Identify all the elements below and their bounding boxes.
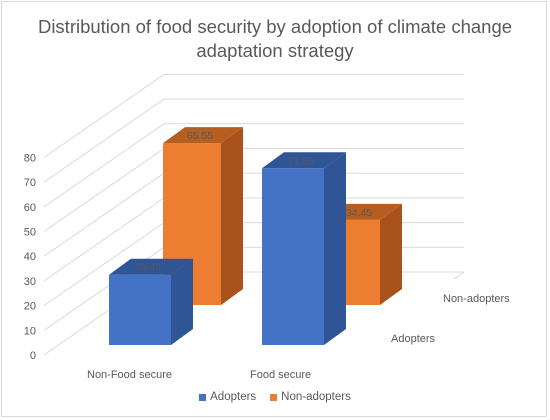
legend: Adopters Non-adopters — [2, 391, 548, 403]
bar-side-0-1 — [324, 152, 346, 345]
bar-side-1-0 — [221, 127, 243, 306]
bar-side-0-0 — [171, 258, 193, 345]
y-tick-label-3: 30 — [24, 276, 36, 288]
chart-title-line-1: Distribution of food security by adoptio… — [37, 16, 513, 37]
data-label-0-1: 71.55 — [288, 155, 314, 167]
data-label-0-0: 28.45 — [135, 262, 161, 274]
gridline-8 — [43, 73, 464, 158]
legend-item-non-adopters: Non-adopters — [270, 391, 351, 403]
bar-non-adopters-0 — [163, 127, 243, 306]
gridline-7 — [43, 98, 464, 183]
bar-adopters-0 — [109, 258, 193, 345]
y-tick-label-0: 0 — [30, 350, 36, 362]
category-label-0: Non-Food secure — [87, 369, 172, 381]
legend-label-non-adopters: Non-adopters — [281, 391, 351, 403]
gridline-6 — [43, 123, 464, 208]
bar-top-0-1 — [262, 152, 346, 169]
bar-side-1-1 — [380, 203, 402, 305]
category-label-1: Food secure — [250, 369, 311, 381]
bar-top-0-0 — [109, 258, 193, 275]
y-tick-label-4: 40 — [24, 251, 36, 263]
y-tick-label-2: 20 — [24, 301, 36, 313]
y-tick-label-8: 80 — [24, 152, 36, 164]
depth-label-0: Adopters — [391, 333, 436, 345]
bar-adopters-1 — [262, 152, 346, 345]
y-tick-label-6: 60 — [24, 202, 36, 214]
bar-front-0-0 — [109, 274, 171, 345]
data-label-1-1: 34.45 — [346, 207, 372, 219]
bar-top-1-0 — [163, 127, 243, 144]
bar-front-0-1 — [262, 168, 324, 345]
depth-label-1: Non-adopters — [443, 293, 510, 305]
chart-title-line-2: adaptation strategy — [196, 40, 354, 61]
y-tick-label-5: 50 — [24, 227, 36, 239]
data-label-1-0: 65.55 — [187, 130, 213, 142]
floor-edge — [453, 271, 465, 280]
legend-label-adopters: Adopters — [210, 391, 257, 403]
legend-swatch-adopters — [199, 393, 207, 401]
legend-swatch-non-adopters — [270, 393, 278, 401]
legend-item-adopters: Adopters — [199, 391, 256, 403]
y-tick-label-7: 70 — [24, 177, 36, 189]
y-tick-label-1: 10 — [24, 325, 36, 337]
